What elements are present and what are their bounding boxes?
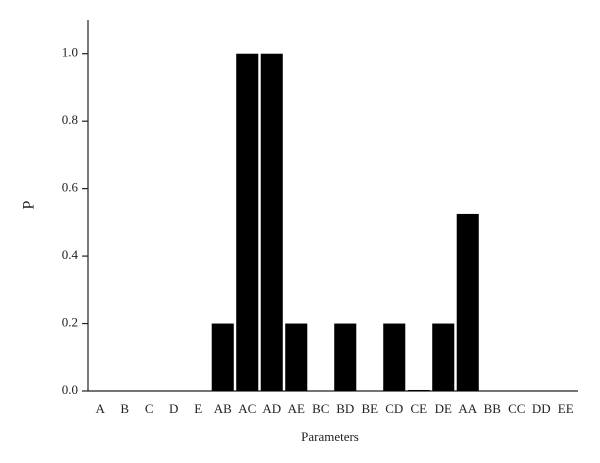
y-axis-title: P <box>21 200 38 209</box>
x-tick-label: DE <box>435 401 452 416</box>
x-tick-label: BC <box>312 401 329 416</box>
y-tick-label: 0.0 <box>62 382 78 397</box>
x-tick-label: DD <box>532 401 551 416</box>
x-tick-label: E <box>194 401 202 416</box>
bar <box>456 213 479 391</box>
x-tick-label: BB <box>484 401 502 416</box>
x-tick-label: BE <box>361 401 378 416</box>
y-tick-label: 0.6 <box>62 180 79 195</box>
y-tick-label: 0.2 <box>62 315 78 330</box>
bar <box>285 323 308 391</box>
bar <box>432 323 455 391</box>
bar <box>407 389 430 391</box>
bar <box>236 53 259 392</box>
bar <box>260 53 283 392</box>
x-tick-label: AD <box>262 401 281 416</box>
x-tick-label: A <box>96 401 106 416</box>
bar <box>211 323 234 391</box>
y-tick-label: 0.8 <box>62 112 78 127</box>
x-axis-title: Parameters <box>301 429 359 444</box>
bar <box>334 323 357 391</box>
y-tick-label: 0.4 <box>62 247 79 262</box>
x-tick-label: EE <box>558 401 574 416</box>
x-tick-label: CE <box>410 401 427 416</box>
x-tick-label: B <box>120 401 129 416</box>
x-tick-label: AE <box>288 401 305 416</box>
x-tick-label: AC <box>238 401 256 416</box>
x-tick-label: C <box>145 401 154 416</box>
x-tick-label: CC <box>508 401 525 416</box>
y-tick-label: 1.0 <box>62 45 78 60</box>
x-tick-label: BD <box>336 401 354 416</box>
x-tick-label: CD <box>385 401 403 416</box>
x-tick-label: AA <box>458 401 477 416</box>
x-tick-label: AB <box>214 401 232 416</box>
x-tick-label: D <box>169 401 178 416</box>
bar <box>383 323 406 391</box>
